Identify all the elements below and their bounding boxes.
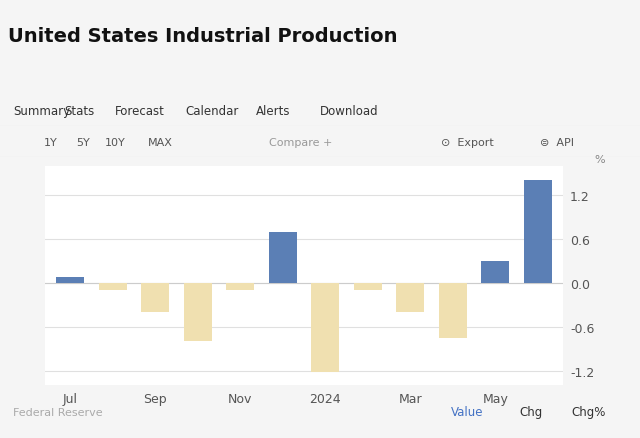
Bar [269,232,296,283]
Bar [481,261,509,283]
Text: 10Y: 10Y [105,138,125,147]
Bar [184,283,212,342]
Text: Download: Download [320,105,379,118]
Bar [99,283,127,290]
Text: Value: Value [451,405,483,418]
Text: Forecast: Forecast [115,105,165,118]
Bar [354,283,381,290]
Text: United States Industrial Production: United States Industrial Production [8,27,397,46]
Bar [439,283,467,338]
Bar [524,181,552,283]
Bar [227,283,254,290]
Text: 5Y: 5Y [76,138,90,147]
Bar [312,283,339,372]
Text: ⊙  Export: ⊙ Export [441,138,493,147]
Text: 1Y: 1Y [44,138,58,147]
Text: ⊜  API: ⊜ API [540,138,574,147]
Text: %: % [594,154,605,164]
Bar [141,283,169,312]
Text: Stats: Stats [64,105,94,118]
Bar [56,277,84,283]
Text: Chg: Chg [520,405,543,418]
Text: Calendar: Calendar [186,105,239,118]
Text: Federal Reserve: Federal Reserve [13,407,102,417]
Bar [396,283,424,312]
Text: Summary: Summary [13,105,70,118]
Text: Compare +: Compare + [269,138,333,147]
Text: Chg%: Chg% [572,405,606,418]
Text: MAX: MAX [148,138,172,147]
Text: Alerts: Alerts [256,105,291,118]
